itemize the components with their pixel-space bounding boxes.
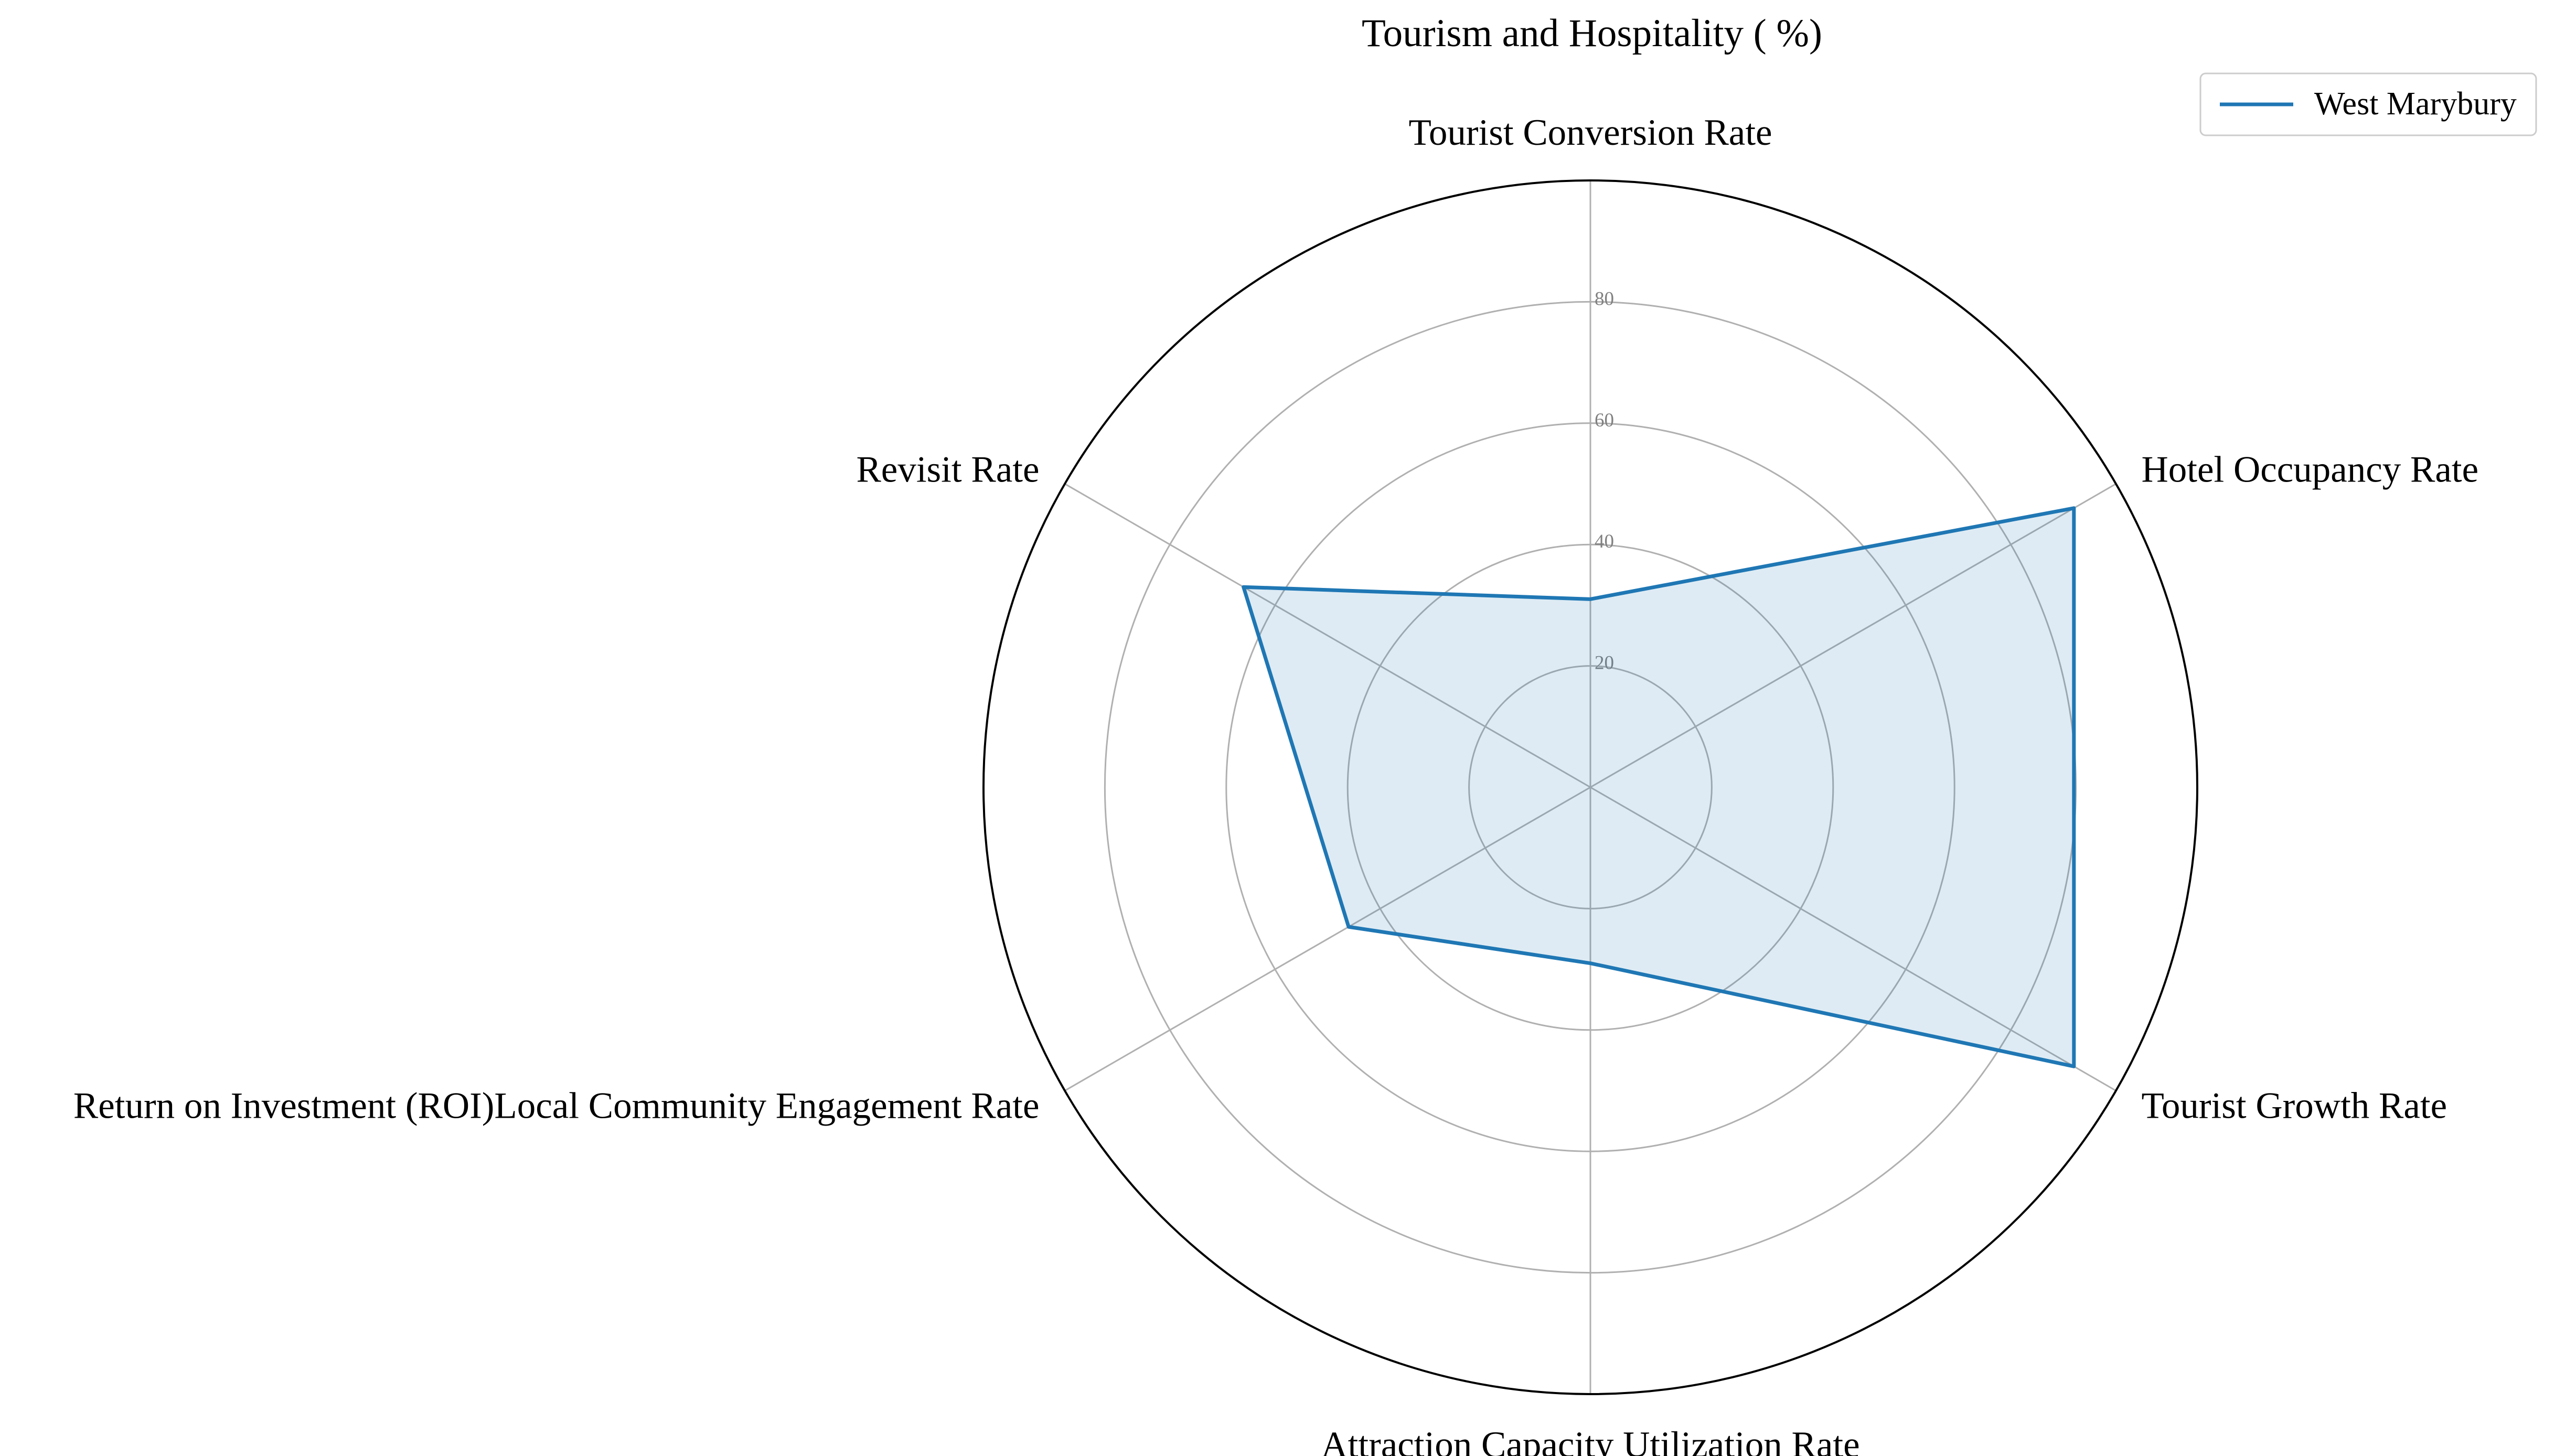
- legend: West Marybury: [2199, 72, 2537, 136]
- spoke-return-on-investment-roi-local-community-engagement-rate: [1064, 786, 1591, 1091]
- series-layer: [1242, 506, 2076, 1068]
- legend-label-west-marybury: West Marybury: [2314, 86, 2517, 122]
- radial-tick-labels: 20 40 60 80: [1595, 288, 1614, 673]
- axis-label-attraction-capacity-utilization-rate: Attraction Capacity Utilization Rate: [1321, 1425, 1859, 1456]
- data-point-attraction-capacity-utilization-rate: [1589, 962, 1591, 965]
- axis-spokes: [1064, 180, 2116, 1394]
- data-point-return-on-investment-roi-local-community-engagement-rate: [1348, 926, 1350, 928]
- axis-label-tourist-conversion-rate: Tourist Conversion Rate: [1408, 112, 1772, 153]
- axis-labels: Tourist Conversion Rate Hotel Occupancy R…: [73, 112, 2478, 1456]
- axis-label-tourist-growth-rate: Tourist Growth Rate: [2141, 1086, 2447, 1127]
- series-fill-west-marybury: [1243, 508, 2074, 1067]
- radial-tick-80: 80: [1595, 288, 1614, 309]
- spoke-tourist-growth-rate: [1590, 786, 2116, 1091]
- data-point-revisit-rate: [1242, 586, 1245, 588]
- outer-frame: [982, 179, 2198, 1395]
- chart-title: Tourism and Hospitality ( %): [1362, 12, 1822, 55]
- axis-label-return-on-investment-roi-local-community-engagement-rate: Return on Investment (ROI)Local Communit…: [73, 1086, 1040, 1127]
- spoke-hotel-occupancy-rate: [1590, 483, 2116, 788]
- data-point-hotel-occupancy-rate: [2072, 507, 2075, 509]
- axis-label-hotel-occupancy-rate: Hotel Occupancy Rate: [2141, 449, 2478, 490]
- radial-tick-60: 60: [1595, 410, 1614, 431]
- legend-box: [2199, 72, 2537, 136]
- radial-tick-20: 20: [1595, 652, 1614, 674]
- radial-tick-40: 40: [1595, 531, 1614, 552]
- data-point-tourist-growth-rate: [2072, 1065, 2075, 1068]
- data-point-tourist-conversion-rate: [1589, 598, 1591, 601]
- axis-label-revisit-rate: Revisit Rate: [856, 449, 1039, 490]
- spoke-revisit-rate: [1064, 483, 1591, 788]
